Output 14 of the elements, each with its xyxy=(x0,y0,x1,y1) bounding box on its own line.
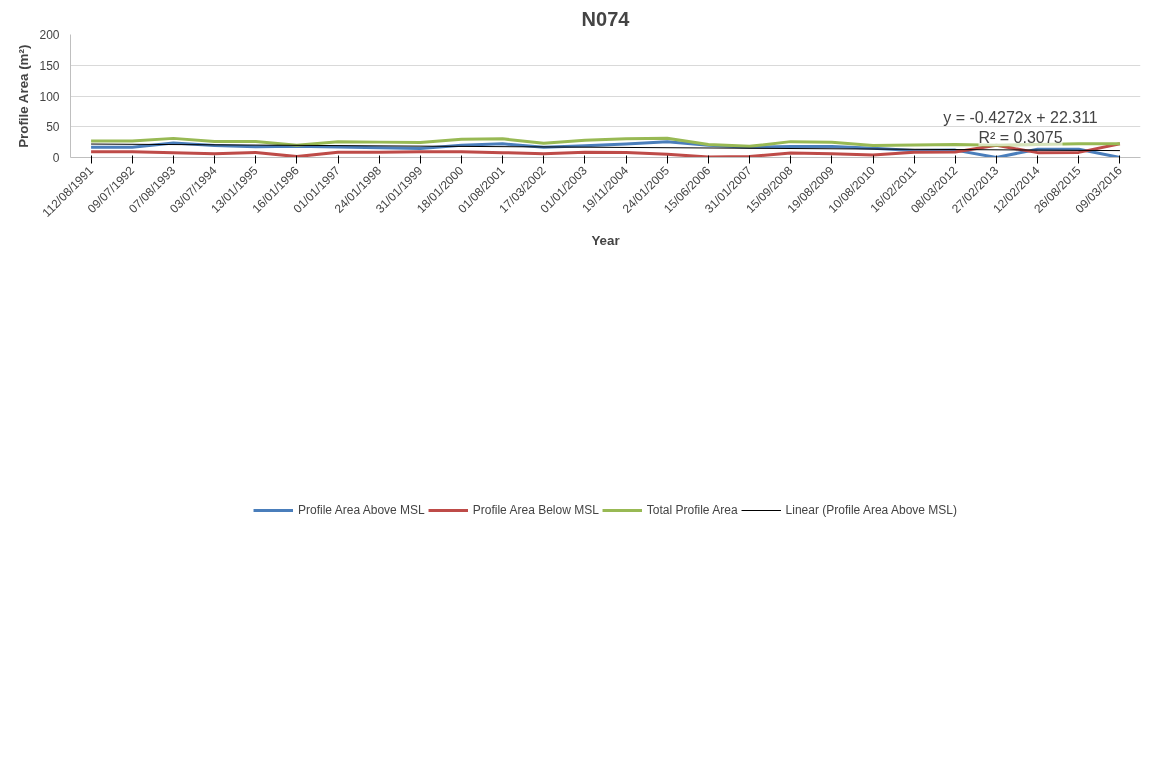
y-tick-label: 150 xyxy=(39,58,60,73)
y-tick-label: 200 xyxy=(39,28,60,42)
y-tick-label: 0 xyxy=(52,151,60,165)
legend-label: Linear (Profile Area Above MSL) xyxy=(785,503,957,517)
annotation: R² = 0.3075 xyxy=(978,129,1063,146)
x-axis-title: Year xyxy=(591,232,620,248)
y-axis-title: Profile Area (m²) xyxy=(16,44,32,148)
chart-title: N074 xyxy=(581,7,631,30)
y-tick-label: 100 xyxy=(39,89,60,104)
y-tick-label: 50 xyxy=(46,120,60,135)
legend-label: Profile Area Above MSL xyxy=(298,503,425,517)
legend-label: Profile Area Below MSL xyxy=(472,503,599,517)
legend-label: Total Profile Area xyxy=(646,503,738,517)
annotation: y = -0.4272x + 22.311 xyxy=(943,109,1098,126)
